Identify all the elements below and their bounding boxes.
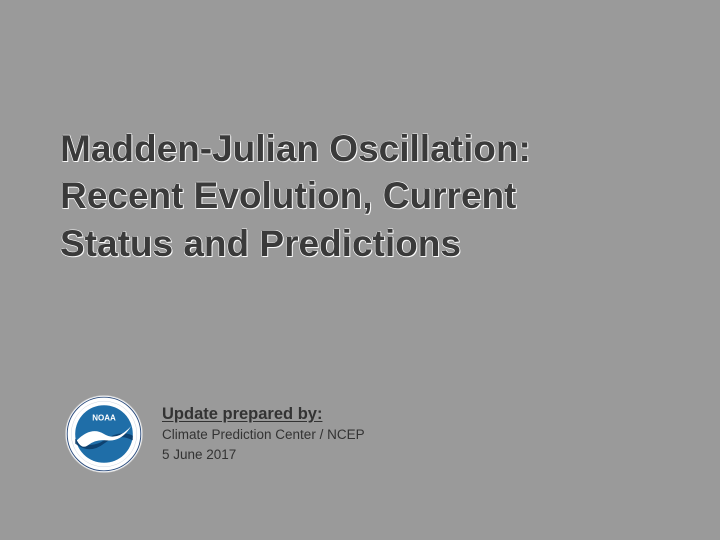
noaa-logo-text: NOAA	[92, 413, 116, 422]
organization-line: Climate Prediction Center / NCEP	[162, 426, 365, 444]
date-line: 5 June 2017	[162, 446, 365, 464]
noaa-logo-icon: NOAA	[64, 394, 144, 474]
prepared-by-label: Update prepared by:	[162, 405, 365, 424]
slide-title: Madden-Julian Oscillation: Recent Evolut…	[60, 125, 620, 267]
footer-text-block: Update prepared by: Climate Prediction C…	[162, 405, 365, 463]
slide-footer: NOAA Update prepared by: Climate Predict…	[64, 394, 365, 474]
